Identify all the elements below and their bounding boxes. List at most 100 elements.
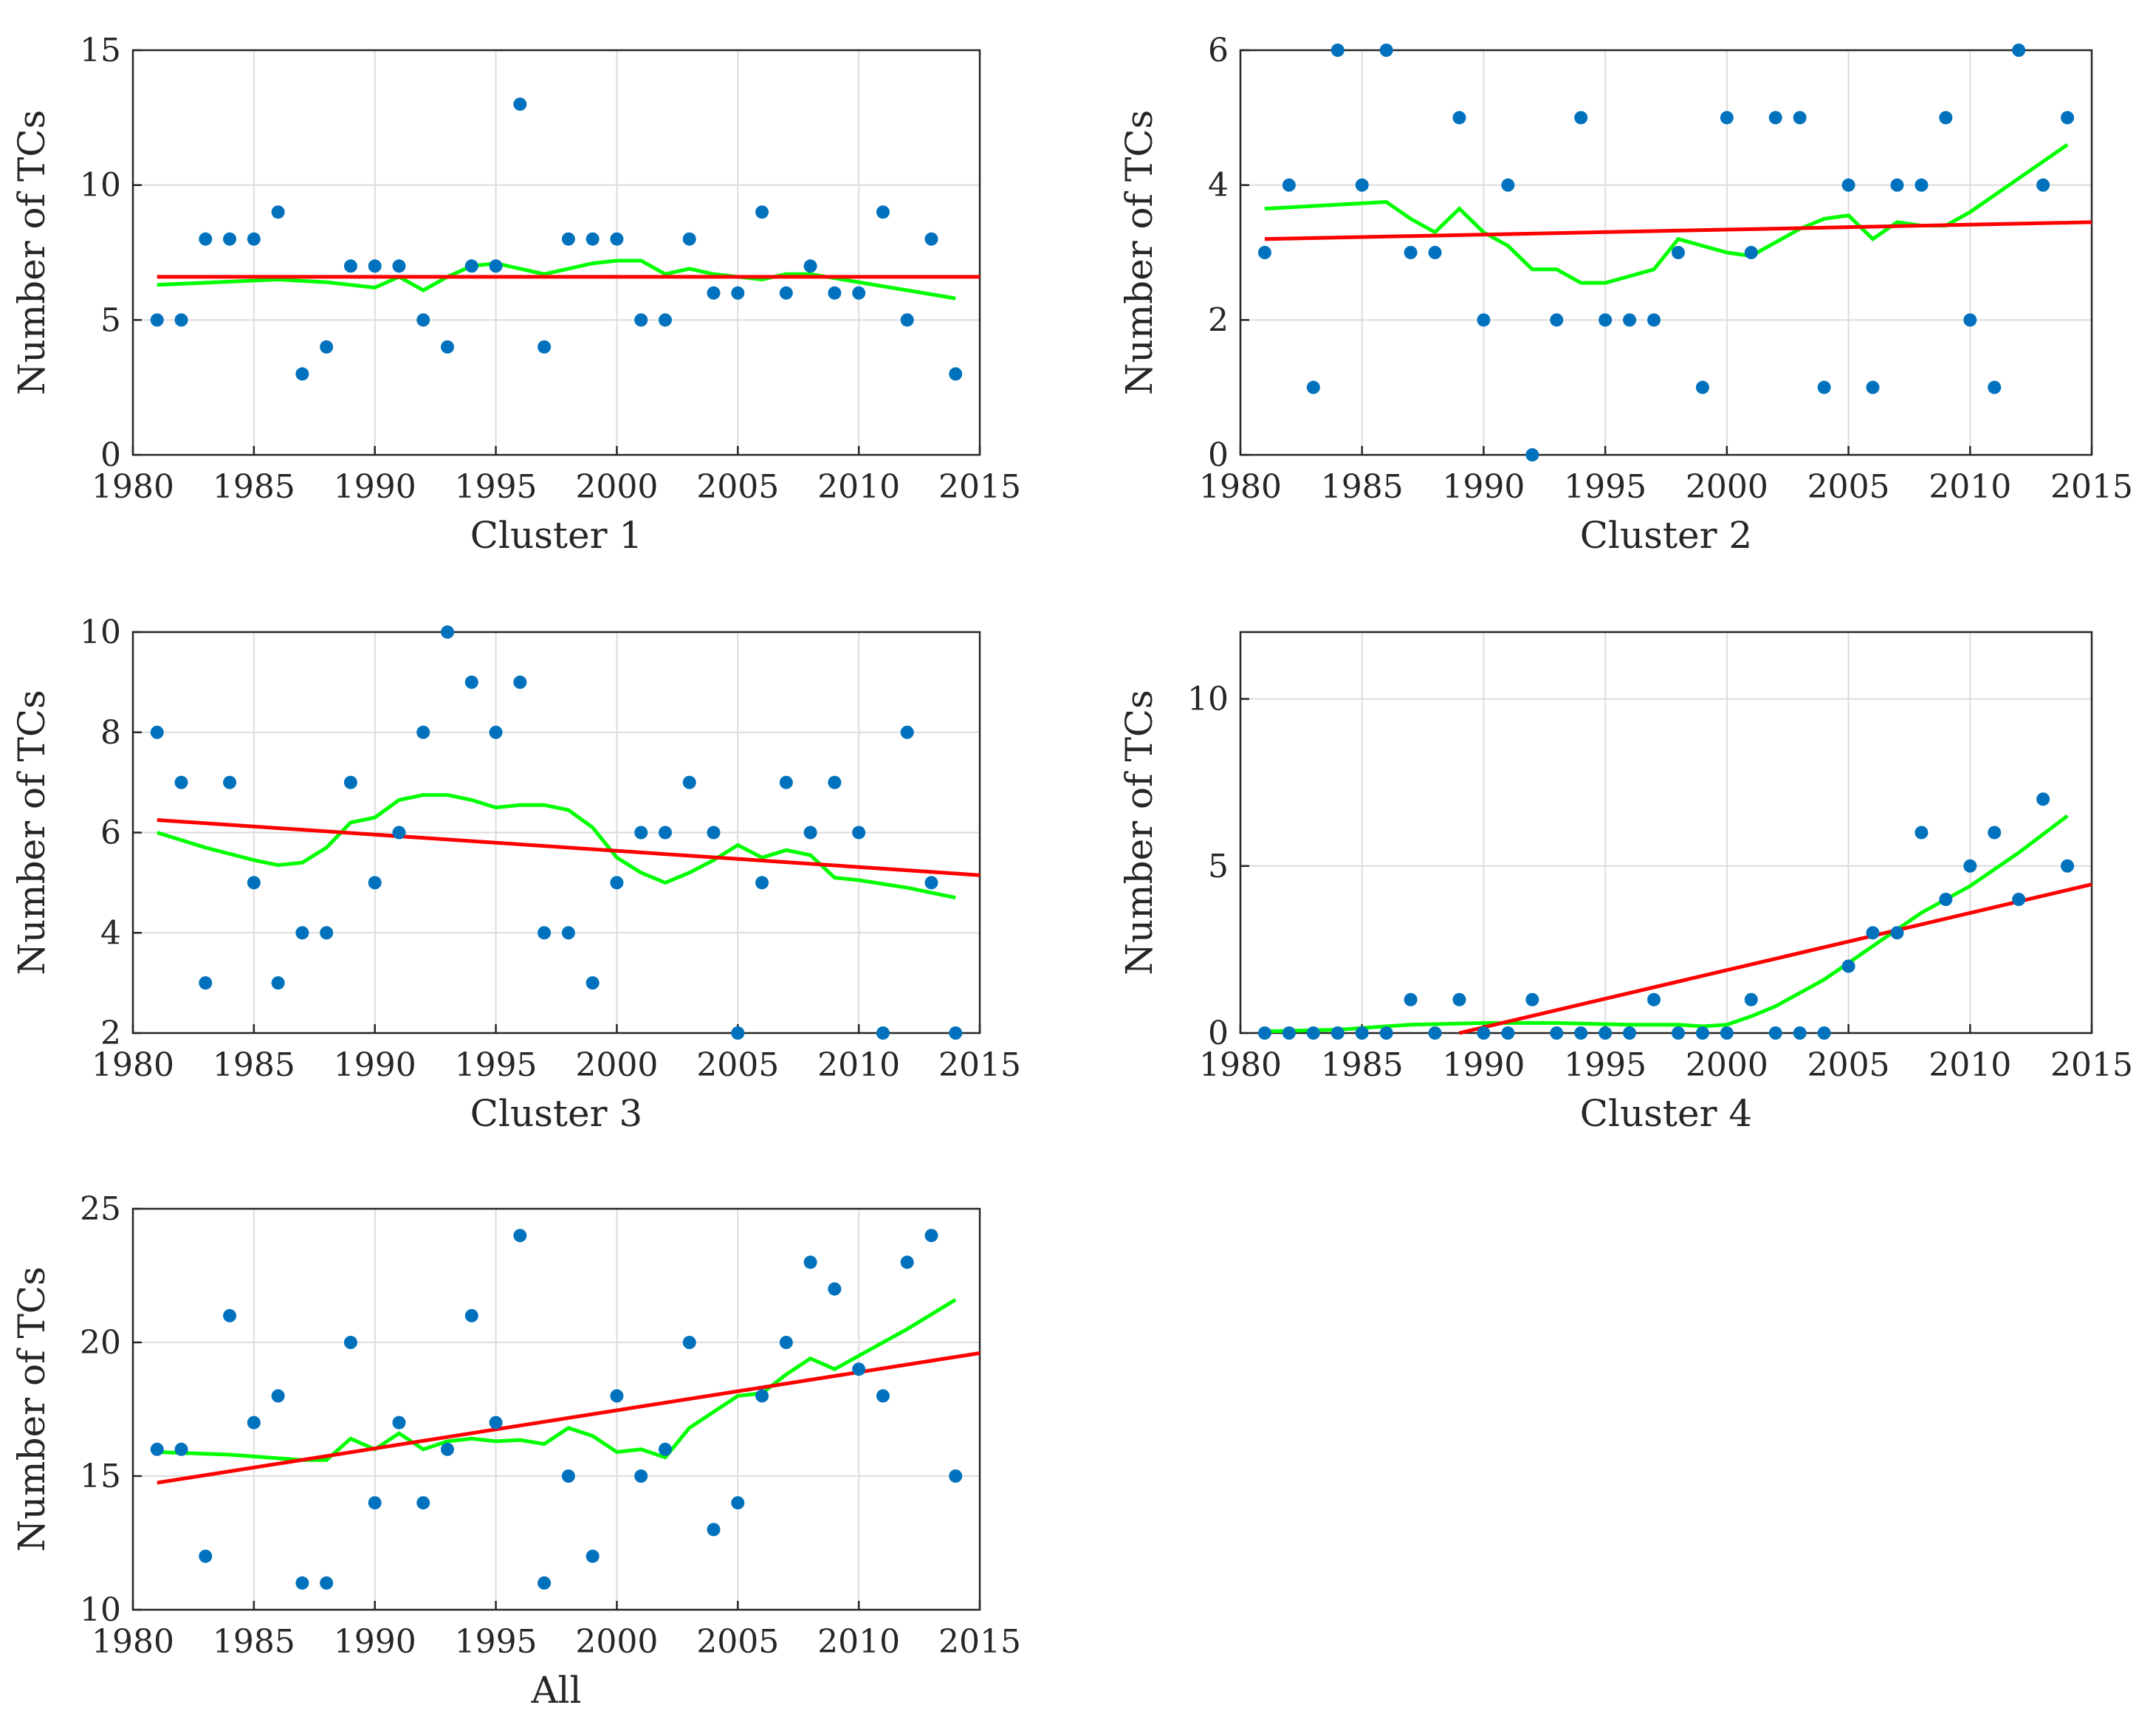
data-point [1866, 926, 1880, 940]
data-point [586, 1549, 600, 1563]
data-point [1988, 826, 2002, 840]
data-point [900, 1255, 914, 1269]
data-point [1647, 313, 1661, 327]
x-tick-label: 1980 [92, 468, 174, 506]
data-point [343, 259, 357, 273]
data-point [368, 259, 382, 273]
data-point [731, 1026, 745, 1040]
data-point [174, 313, 188, 327]
data-point [489, 725, 503, 739]
trend-line [1458, 882, 2092, 1035]
data-point [464, 675, 478, 689]
chart-panel-2: 1980 1985 1990 1995 2000 2005 2010 2015 0 2 4 6 Clus… [1118, 32, 2133, 557]
data-point [150, 1442, 164, 1456]
data-point [1525, 992, 1539, 1006]
x-axis-label: Cluster 2 [1580, 514, 1752, 557]
data-point [852, 286, 866, 300]
data-point [1477, 1026, 1491, 1040]
data-point [223, 775, 237, 789]
y-tick-label: 0 [1208, 436, 1229, 474]
data-point [1257, 246, 1271, 259]
data-point [174, 775, 188, 789]
x-tick-label: 1990 [1442, 468, 1525, 506]
x-tick-label: 2000 [575, 1046, 658, 1084]
data-point [610, 876, 624, 890]
trend-line [1264, 220, 2092, 241]
data-point [489, 1416, 503, 1430]
data-point [368, 1496, 382, 1510]
data-point [1890, 926, 1904, 940]
data-point [949, 367, 963, 381]
data-point [538, 1576, 552, 1590]
trend-line [157, 818, 981, 877]
data-point [295, 926, 309, 940]
data-point [561, 1469, 575, 1483]
data-point [707, 826, 721, 840]
x-tick-label: 2015 [2050, 468, 2133, 506]
data-point [416, 1496, 430, 1510]
data-point [561, 926, 575, 940]
y-tick-label: 8 [100, 714, 121, 752]
x-tick-label: 2010 [817, 1623, 900, 1661]
plot-frame [1239, 631, 2093, 1035]
x-tick-label: 2010 [1929, 1046, 2011, 1084]
data-point [779, 286, 793, 300]
data-point [803, 826, 817, 840]
y-tick-label: 10 [80, 1591, 121, 1629]
chart-panel-3: 1980 1985 1990 1995 2000 2005 2010 2015 2 4 6 8 10 Cl… [10, 614, 1021, 1135]
data-point [320, 1576, 334, 1590]
data-point [392, 259, 406, 273]
data-point [343, 775, 357, 789]
y-axis-label: Number of TCs [10, 1266, 53, 1552]
chart-panel-5: 1980 1985 1990 1995 2000 2005 2010 2015 10 15 20 25… [10, 1190, 1021, 1712]
x-tick-label: 2005 [696, 1046, 779, 1084]
y-tick-label: 10 [80, 167, 121, 205]
data-point [803, 1255, 817, 1269]
data-point [1671, 246, 1685, 259]
plot-frame [131, 49, 981, 456]
data-point [1695, 1026, 1709, 1040]
data-point [1720, 111, 1734, 125]
data-point [441, 340, 455, 354]
data-point [1890, 178, 1904, 192]
y-tick-label: 25 [80, 1190, 121, 1228]
data-point [368, 876, 382, 890]
y-tick-label: 15 [80, 1458, 121, 1495]
y-tick-label: 4 [100, 914, 121, 952]
x-tick-label: 2015 [938, 1046, 1021, 1084]
x-tick-label: 2005 [696, 1623, 779, 1661]
data-point [1963, 859, 1977, 873]
plot-frame [131, 1207, 981, 1611]
y-axis-label: Number of TCs [10, 690, 53, 975]
data-point [1428, 246, 1442, 259]
x-tick-label: 2000 [575, 468, 658, 506]
data-point [441, 1442, 455, 1456]
x-tick-label: 1995 [455, 1046, 538, 1084]
data-point [1574, 111, 1588, 125]
x-tick-label: 1985 [213, 1623, 295, 1661]
data-point [199, 232, 213, 246]
x-tick-label: 1985 [213, 1046, 295, 1084]
y-tick-label: 6 [100, 814, 121, 852]
x-tick-label: 2010 [817, 1046, 900, 1084]
data-point [1306, 1026, 1320, 1040]
x-tick-label: 2015 [938, 468, 1021, 506]
data-point [586, 976, 600, 990]
x-tick-label: 2005 [1807, 1046, 1890, 1084]
y-tick-label: 10 [1187, 681, 1229, 718]
data-point [755, 1389, 769, 1403]
y-tick-label: 20 [80, 1324, 121, 1362]
x-tick-label: 2015 [2050, 1046, 2133, 1084]
data-point [464, 259, 478, 273]
data-point [731, 286, 745, 300]
smoothed-line [1264, 814, 2069, 1034]
data-point [1768, 111, 1782, 125]
data-point [513, 675, 527, 689]
x-tick-label: 1995 [1564, 1046, 1646, 1084]
data-point [538, 340, 552, 354]
data-point [900, 313, 914, 327]
data-point [223, 232, 237, 246]
x-tick-label: 1995 [455, 1623, 538, 1661]
y-tick-label: 5 [1208, 848, 1229, 885]
data-point [174, 1442, 188, 1456]
